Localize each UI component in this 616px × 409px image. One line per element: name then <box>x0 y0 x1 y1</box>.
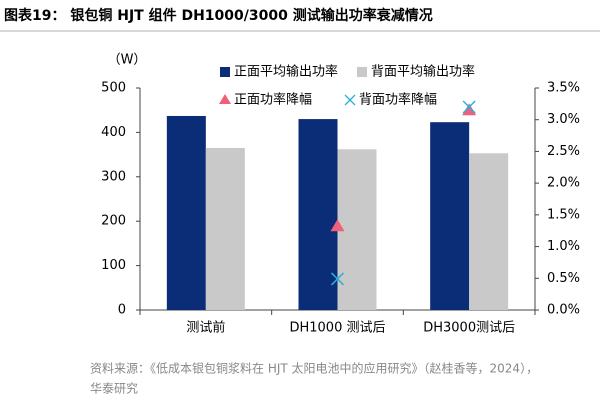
y-tick-label: 500 <box>101 81 126 96</box>
x-tick-label: DH1000 测试后 <box>289 321 385 336</box>
y2-tick-label: 1.5% <box>547 207 580 222</box>
bar <box>166 115 206 310</box>
legend-swatch <box>344 94 356 106</box>
legend-swatch <box>220 67 230 77</box>
y-tick-label: 0 <box>118 303 126 318</box>
legend-label: 背面功率降幅 <box>359 92 437 108</box>
y2-tick-label: 1.0% <box>547 239 580 254</box>
legend-swatch <box>219 94 231 104</box>
y2-tick-label: 2.5% <box>547 144 580 159</box>
y2-tick-label: 3.5% <box>547 81 580 96</box>
x-marker <box>462 100 476 114</box>
chart-title: 图表19： 银包铜 HJT 组件 DH1000/3000 测试输出功率衰减情况 <box>4 7 433 24</box>
y2-tick-label: 2.0% <box>547 176 580 191</box>
x-tick-label: DH3000测试后 <box>423 321 515 336</box>
triangle-marker <box>330 219 345 232</box>
bar <box>298 119 338 310</box>
source-line: 华泰研究 <box>90 381 138 396</box>
x-tick-label: 测试前 <box>186 320 225 336</box>
y-tick-label: 200 <box>101 214 126 229</box>
y-tick-label: 400 <box>101 125 126 140</box>
y2-tick-label: 0.0% <box>547 303 580 318</box>
bar <box>469 153 509 310</box>
bar <box>205 147 245 310</box>
triangle-marker <box>462 103 477 116</box>
y-tick-label: 300 <box>101 169 126 184</box>
source-line: 资料来源：《低成本银包铜浆料在 HJT 太阳电池中的应用研究》（赵桂香等，202… <box>90 361 538 376</box>
x-marker <box>330 272 345 286</box>
legend-label: 正面平均输出功率 <box>234 64 338 80</box>
y2-tick-label: 0.5% <box>547 271 580 286</box>
legend-label: 背面平均输出功率 <box>371 64 475 80</box>
legend-swatch <box>357 67 367 77</box>
y-tick-label: 100 <box>101 258 126 273</box>
legend-label: 正面功率降幅 <box>234 92 312 108</box>
bar <box>337 149 377 310</box>
bar <box>430 122 470 310</box>
y-axis-label: （W） <box>108 53 147 68</box>
y2-tick-label: 3.0% <box>547 112 580 127</box>
